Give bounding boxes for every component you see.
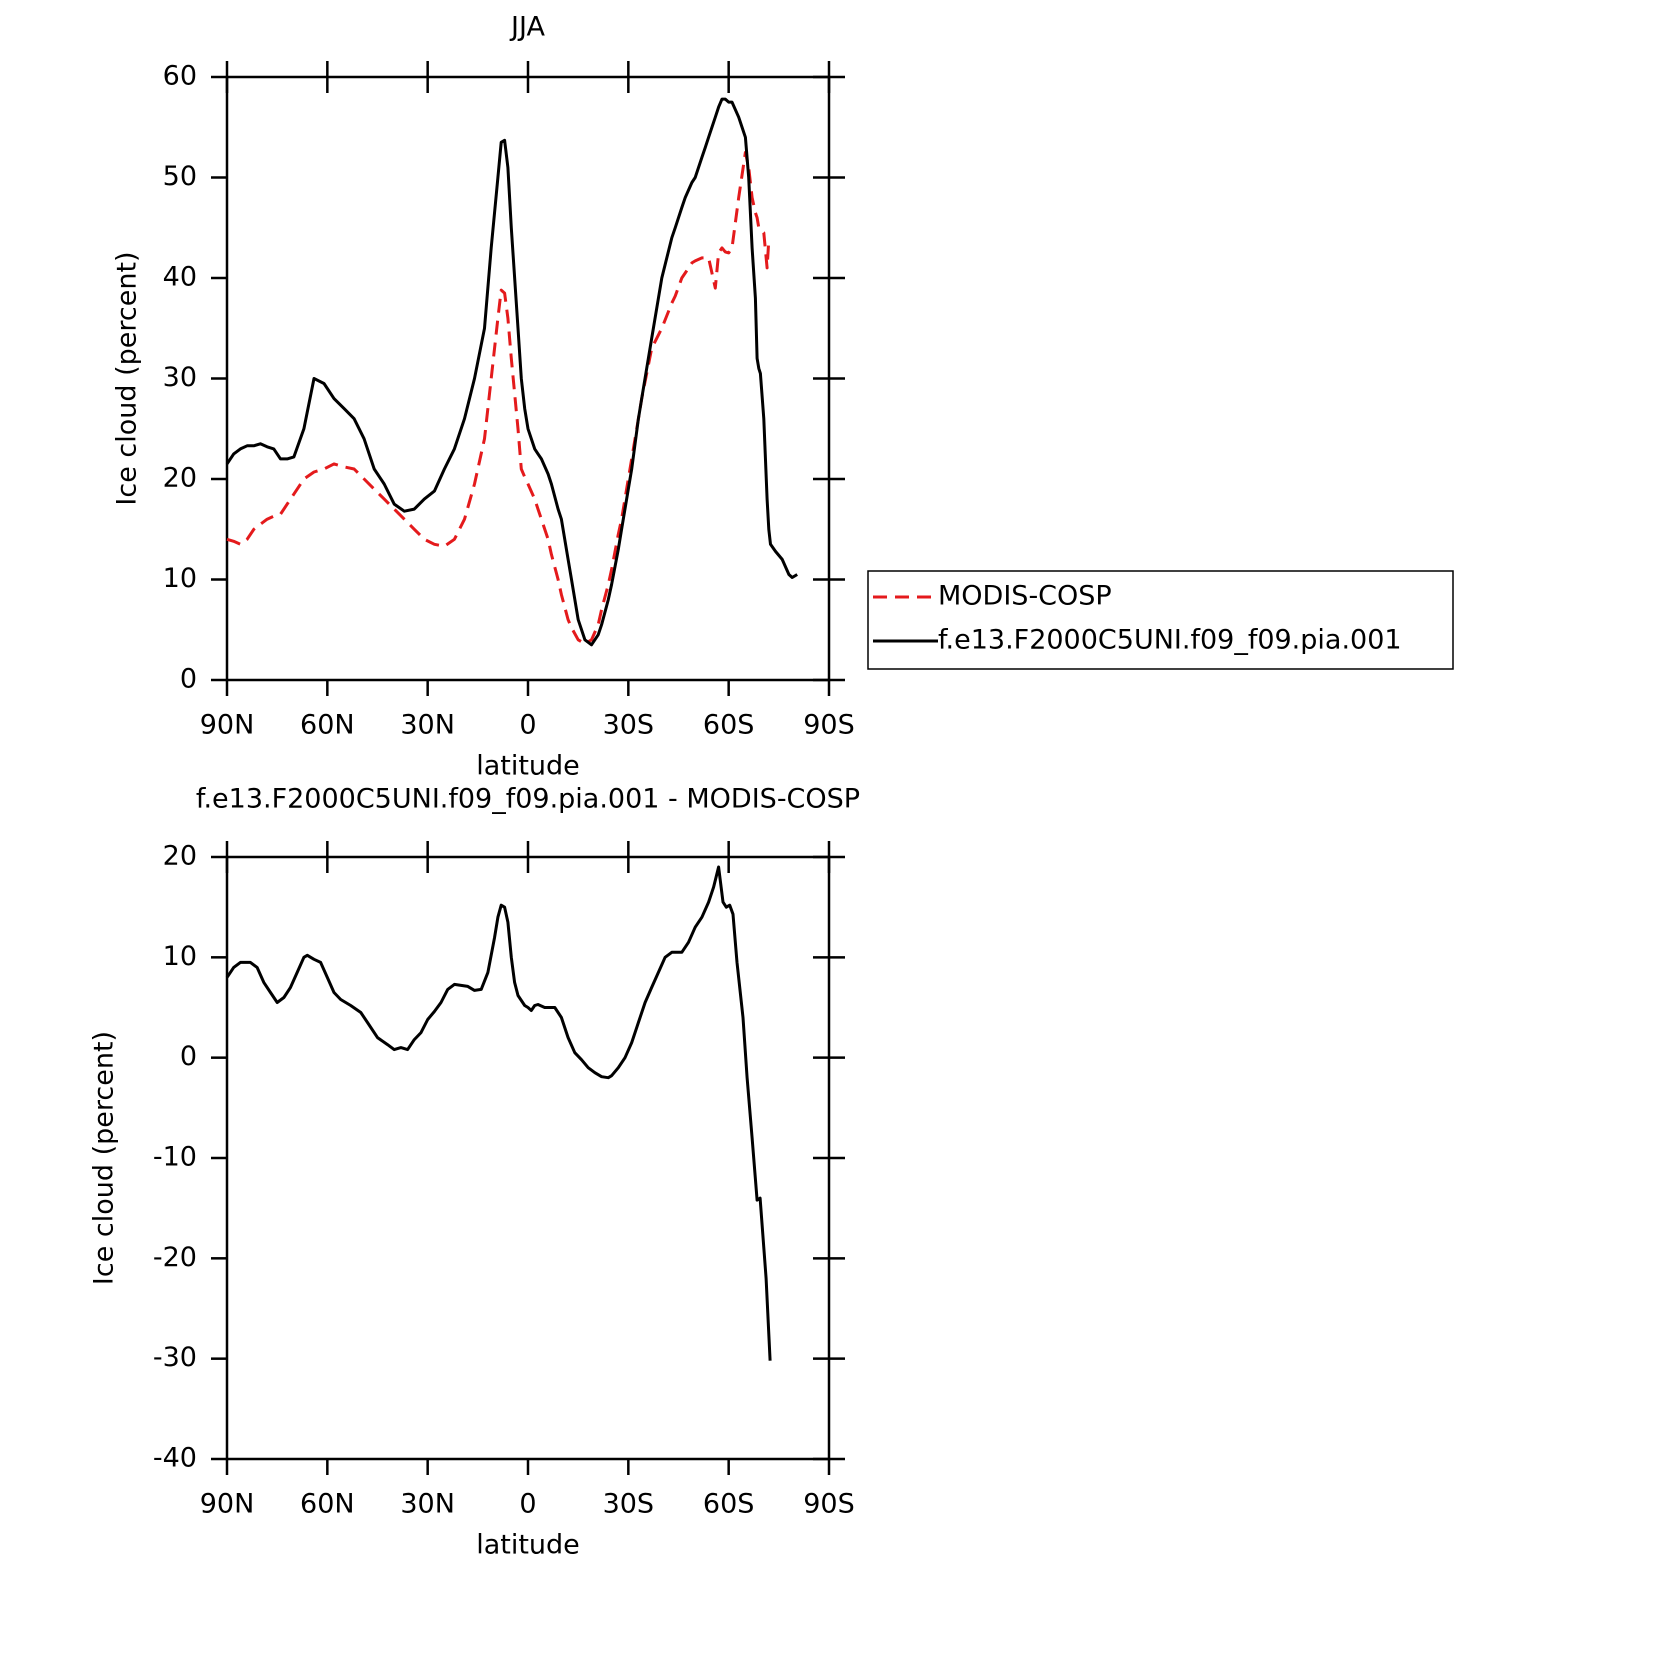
plot-frame (225, 855, 831, 1461)
x-tick-label: 0 (519, 710, 536, 741)
y-tick-label: -40 (153, 1443, 197, 1474)
y-tick-label: -20 (153, 1242, 197, 1273)
x-tick-label: 60N (300, 710, 355, 741)
y-tick-label: 50 (163, 161, 197, 192)
series-line (225, 865, 772, 1361)
y-tick-label: 60 (163, 61, 197, 92)
y-tick-label: 0 (180, 1041, 197, 1072)
x-tick-label: 60N (300, 1489, 355, 1520)
series-line (226, 150, 771, 646)
y-tick-label: 40 (163, 262, 197, 293)
x-tick-label: 90S (803, 710, 855, 741)
x-tick-label: 30S (603, 710, 655, 741)
y-tick-label: 10 (163, 563, 197, 594)
x-tick-label: 30N (400, 710, 455, 741)
x-tick-label: 30N (400, 1489, 455, 1520)
x-axis-label: latitude (476, 1530, 580, 1561)
x-tick-label: 0 (519, 1489, 536, 1520)
y-tick-label: 30 (163, 362, 197, 393)
y-tick-label: 20 (163, 463, 197, 494)
legend-label: MODIS-COSP (938, 581, 1112, 612)
y-axis-label: Ice cloud (percent) (89, 1031, 120, 1285)
y-tick-label: 0 (180, 664, 197, 695)
x-tick-label: 30S (603, 1489, 655, 1520)
x-tick-label: 90N (200, 710, 255, 741)
y-axis-label: Ice cloud (percent) (112, 251, 143, 505)
legend-label: f.e13.F2000C5UNI.f09_f09.pia.001 (938, 625, 1402, 656)
x-axis-label: latitude (476, 751, 580, 782)
legend-box (867, 570, 1454, 670)
x-tick-label: 60S (703, 1489, 755, 1520)
x-tick-label: 90S (803, 1489, 855, 1520)
x-tick-label: 60S (703, 710, 755, 741)
y-tick-label: 20 (163, 841, 197, 872)
x-tick-label: 90N (200, 1489, 255, 1520)
chart-title: f.e13.F2000C5UNI.f09_f09.pia.001 - MODIS… (196, 784, 860, 815)
y-tick-label: 10 (163, 941, 197, 972)
series-line (225, 97, 798, 647)
y-tick-label: -30 (153, 1342, 197, 1373)
chart-title: JJA (509, 12, 545, 43)
y-tick-label: -10 (153, 1142, 197, 1173)
